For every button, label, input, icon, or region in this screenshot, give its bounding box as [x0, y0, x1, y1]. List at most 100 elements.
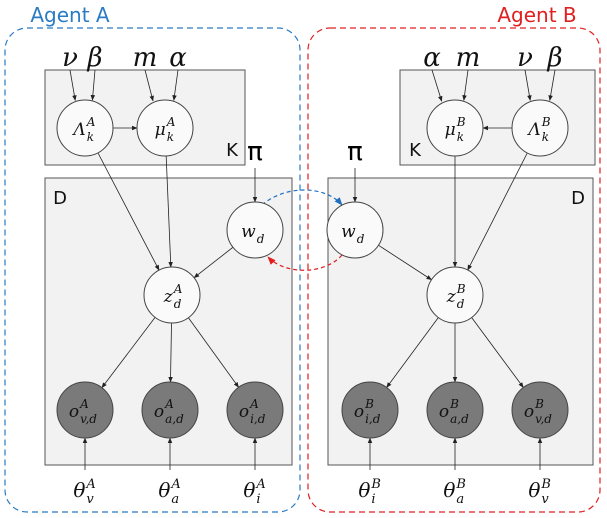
edge	[462, 69, 469, 101]
subscript: i,d	[250, 412, 266, 426]
edge	[90, 69, 96, 101]
symbol: w	[341, 222, 356, 242]
symbol: o	[354, 402, 364, 422]
agent-title: Agent A	[30, 3, 110, 27]
hyperparameter: β	[86, 43, 102, 73]
subscript: k	[167, 130, 174, 144]
hyperparameter: β	[546, 43, 562, 73]
plate-label: D	[571, 188, 585, 209]
subscript: i	[371, 492, 375, 507]
hyperparameter: ν	[62, 43, 78, 73]
hyperparameter: π	[347, 137, 363, 167]
message-arrow	[267, 254, 343, 271]
subscript: k	[457, 130, 464, 144]
symbol: z	[446, 287, 457, 307]
latent-node	[136, 99, 194, 157]
superscript: B	[370, 477, 381, 492]
superscript: B	[364, 397, 374, 411]
latent-node	[511, 99, 569, 157]
subscript: a	[171, 492, 179, 507]
message-arrow	[261, 189, 343, 206]
superscript: B	[534, 397, 544, 411]
edge	[524, 69, 532, 101]
superscript: B	[449, 397, 459, 411]
superscript: B	[456, 115, 466, 129]
hyperparameter: m	[456, 43, 481, 73]
subscript: i	[256, 492, 260, 507]
symbol: θ	[443, 478, 455, 502]
symbol: θ	[528, 478, 540, 502]
agent-b-frame	[307, 27, 601, 513]
superscript: B	[540, 477, 551, 492]
symbol: o	[439, 402, 449, 422]
symbol: μ	[445, 120, 456, 140]
superscript: A	[173, 282, 183, 296]
observed-node	[341, 381, 399, 439]
observed-node	[56, 381, 114, 439]
superscript: A	[79, 397, 89, 411]
symbol: o	[239, 402, 249, 422]
hyperparameter: α	[169, 43, 187, 73]
agent-title: Agent B	[497, 3, 576, 27]
observed-node	[511, 381, 569, 439]
symbol: μ	[155, 120, 166, 140]
superscript: A	[249, 397, 259, 411]
superscript: A	[166, 115, 176, 129]
subscript: v,d	[80, 412, 97, 426]
superscript: B	[456, 282, 466, 296]
latent-node	[326, 201, 384, 259]
superscript: A	[164, 397, 174, 411]
hyperparameter: m	[133, 43, 158, 73]
superscript: A	[86, 115, 96, 129]
latent-node	[426, 99, 484, 157]
edge	[144, 69, 154, 102]
subscript: d	[357, 232, 365, 246]
superscript: B	[455, 477, 466, 492]
subscript: d	[174, 297, 182, 311]
hyperparameter: π	[247, 137, 263, 167]
latent-node	[426, 266, 484, 324]
superscript: B	[541, 115, 551, 129]
superscript: A	[85, 477, 95, 492]
superscript: A	[170, 477, 180, 492]
subscript: v	[541, 492, 549, 507]
symbol: θ	[73, 478, 85, 502]
symbol: z	[163, 287, 174, 307]
symbol: Λ	[71, 120, 85, 140]
subscript: v	[86, 492, 94, 507]
observed-node	[426, 381, 484, 439]
superscript: A	[255, 477, 265, 492]
hyperparameter: ν	[517, 43, 533, 73]
subscript: a,d	[165, 412, 184, 426]
symbol: o	[154, 402, 164, 422]
symbol: Λ	[526, 120, 540, 140]
symbol: w	[241, 222, 256, 242]
edge	[69, 69, 77, 101]
subscript: k	[87, 130, 94, 144]
edge	[548, 69, 556, 101]
subscript: d	[457, 297, 465, 311]
latent-node	[143, 266, 201, 324]
agent-a-frame	[4, 27, 301, 513]
subscript: k	[542, 130, 549, 144]
subscript: v,d	[535, 412, 552, 426]
symbol: o	[524, 402, 534, 422]
observed-node	[141, 381, 199, 439]
subscript: d	[257, 232, 265, 246]
edge	[431, 69, 443, 102]
plate-label: K	[409, 140, 422, 161]
symbol: θ	[158, 478, 170, 502]
symbol: θ	[358, 478, 370, 502]
subscript: i,d	[365, 412, 381, 426]
plate-label: K	[226, 140, 239, 161]
hyperparameter: α	[423, 43, 441, 73]
latent-node	[226, 201, 284, 259]
latent-node	[56, 99, 114, 157]
edge	[172, 69, 179, 101]
symbol: o	[69, 402, 79, 422]
observed-node	[226, 381, 284, 439]
subscript: a	[456, 492, 464, 507]
subscript: a,d	[450, 412, 469, 426]
symbol: θ	[243, 478, 255, 502]
